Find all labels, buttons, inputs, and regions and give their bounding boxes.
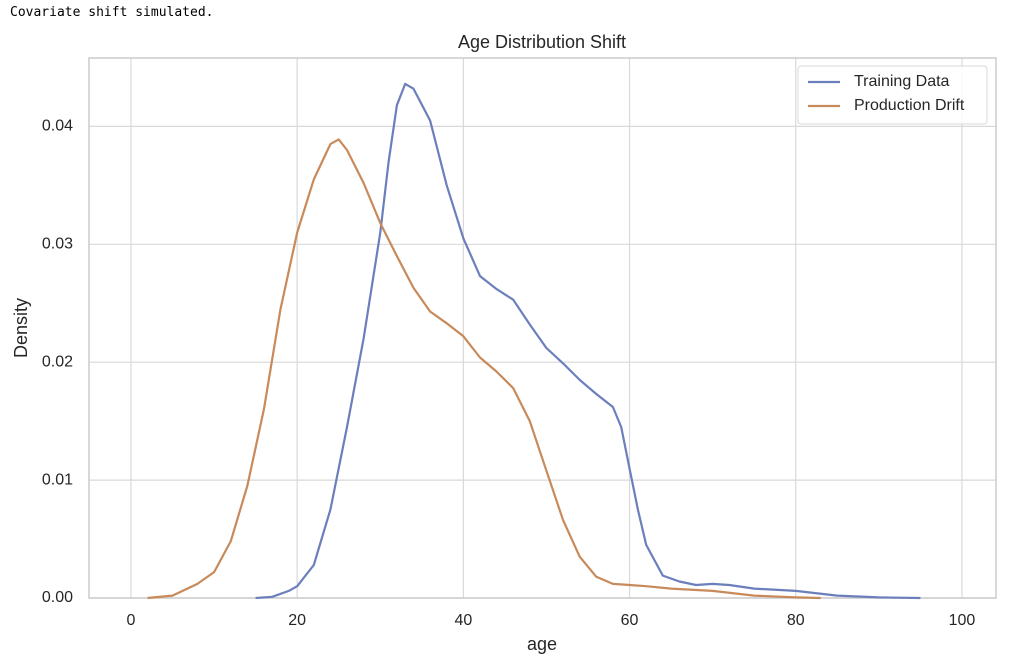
x-axis-label: age — [527, 634, 557, 654]
x-tick-label: 60 — [621, 612, 639, 629]
legend-label: Training Data — [854, 73, 950, 90]
y-tick-label: 0.01 — [42, 471, 73, 488]
line-series — [147, 138, 821, 600]
y-tick-label: 0.03 — [42, 236, 73, 253]
y-tick-label: 0.00 — [42, 589, 73, 606]
plot-frame — [88, 57, 997, 599]
legend: Training Data Production Drift — [797, 65, 988, 125]
x-tick-label: 100 — [949, 612, 976, 629]
y-tick-label: 0.04 — [42, 118, 73, 135]
x-tick-label: 20 — [288, 612, 306, 629]
y-tick-label: 0.02 — [42, 353, 73, 370]
chart-title: Age Distribution Shift — [458, 32, 626, 52]
x-tick-label: 80 — [787, 612, 805, 629]
line-series — [255, 82, 921, 600]
x-tick-label: 0 — [127, 612, 136, 629]
x-tick-label: 40 — [454, 612, 472, 629]
y-axis-label: Density — [11, 298, 31, 358]
output-text: Covariate shift simulated. — [10, 5, 214, 20]
legend-box — [797, 65, 988, 125]
legend-label: Production Drift — [854, 97, 965, 114]
